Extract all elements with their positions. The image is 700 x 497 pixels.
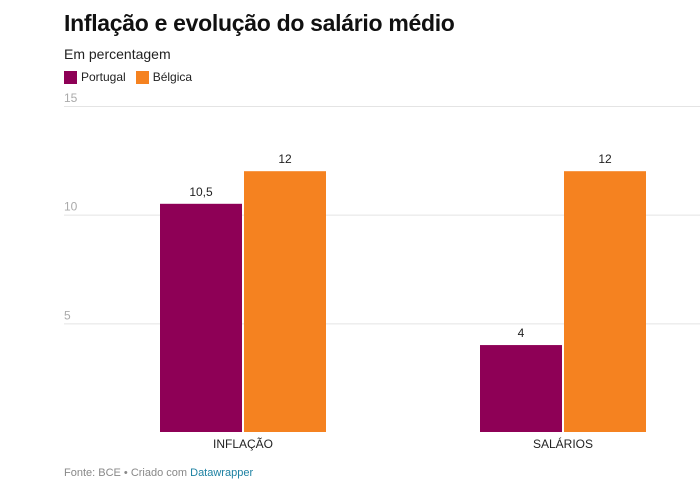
bar-bélgica-0 xyxy=(244,171,326,432)
bar-portugal-1 xyxy=(480,345,562,432)
data-label: 10,5 xyxy=(189,185,213,199)
legend-item-belgica: Bélgica xyxy=(135,70,193,84)
y-tick-label: 5 xyxy=(64,308,71,322)
datawrapper-link[interactable]: Datawrapper xyxy=(190,467,254,479)
legend-label-belgica: Bélgica xyxy=(152,70,193,84)
source-note: Fonte: BCE • Criado com xyxy=(64,467,191,479)
legend-swatch-portugal xyxy=(64,70,77,84)
chart-subtitle: Em percentagem xyxy=(64,46,171,62)
legend-swatch-belgica xyxy=(135,70,149,84)
bar-portugal-0 xyxy=(160,203,242,432)
data-label: 12 xyxy=(598,152,612,166)
x-tick-label: INFLAÇÃO xyxy=(213,437,273,451)
bar-bélgica-1 xyxy=(564,171,646,432)
chart-title: Inflação e evolução do salário médio xyxy=(64,10,455,36)
legend: Portugal Bélgica xyxy=(64,70,202,84)
legend-label-portugal: Portugal xyxy=(81,70,126,84)
data-label: 12 xyxy=(278,152,292,166)
y-tick-label: 10 xyxy=(64,200,78,214)
y-tick-label: 15 xyxy=(64,91,78,105)
x-tick-label: SALÁRIOS xyxy=(533,436,593,451)
data-label: 4 xyxy=(518,326,525,340)
footer: Fonte: BCE • Criado com Datawrapper xyxy=(64,467,253,479)
legend-item-portugal: Portugal xyxy=(64,70,126,84)
